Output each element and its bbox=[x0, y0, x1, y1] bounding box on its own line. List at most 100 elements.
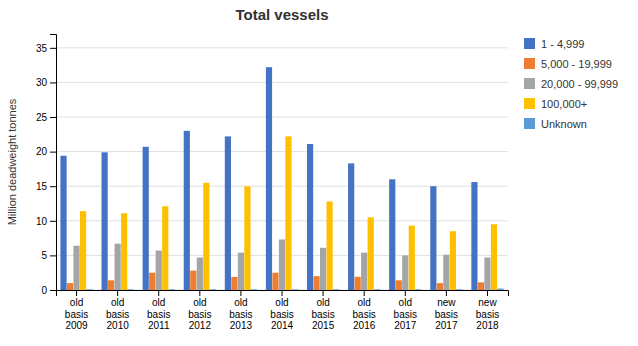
x-tick-mark bbox=[323, 290, 324, 296]
bar bbox=[389, 179, 395, 290]
bar bbox=[128, 289, 134, 290]
bar bbox=[67, 283, 73, 290]
bar bbox=[102, 152, 108, 290]
x-tick-label-line: 2015 bbox=[312, 320, 335, 331]
x-tick-label-line: old bbox=[193, 297, 206, 308]
bar bbox=[169, 289, 175, 290]
bar bbox=[115, 244, 121, 290]
bar bbox=[443, 255, 449, 290]
y-tick-mark bbox=[50, 290, 56, 291]
legend-item: 5,000 - 19,999 bbox=[524, 58, 612, 70]
x-tick-mark bbox=[487, 290, 488, 296]
x-tick-label: oldbasis2010 bbox=[106, 297, 129, 331]
y-tick: 30 bbox=[36, 77, 56, 88]
x-tick-label-line: basis bbox=[147, 309, 170, 320]
bar bbox=[327, 201, 333, 290]
x-tick-mark bbox=[446, 290, 447, 296]
series bbox=[80, 136, 497, 290]
x-tick: oldbasis2017 bbox=[394, 290, 417, 331]
legend-swatch bbox=[524, 78, 535, 89]
x-tick: oldbasis2010 bbox=[106, 290, 129, 331]
x-tick-label-line: 2009 bbox=[65, 320, 88, 331]
y-axis-line bbox=[50, 35, 57, 291]
bar bbox=[86, 289, 92, 290]
bar bbox=[402, 255, 408, 290]
x-tick: oldbasis2009 bbox=[65, 290, 88, 331]
series bbox=[73, 239, 490, 290]
series bbox=[60, 67, 477, 290]
x-tick-label-line: 2010 bbox=[107, 320, 130, 331]
y-tick: 25 bbox=[36, 112, 56, 123]
x-tick-label-line: old bbox=[358, 297, 371, 308]
legend-item: Unknown bbox=[524, 118, 587, 130]
y-axis: 05101520253035 bbox=[36, 35, 57, 296]
y-tick-mark bbox=[50, 48, 56, 49]
x-tick-label-line: new bbox=[437, 297, 456, 308]
x-tick-label-line: old bbox=[152, 297, 165, 308]
bar bbox=[143, 147, 149, 290]
bar bbox=[272, 273, 278, 290]
bar bbox=[162, 206, 168, 290]
bar bbox=[231, 277, 237, 290]
x-tick-label-line: basis bbox=[394, 309, 417, 320]
bar bbox=[368, 217, 374, 290]
x-tick-label-line: 2012 bbox=[189, 320, 212, 331]
y-tick: 10 bbox=[36, 216, 56, 227]
x-tick-label-line: new bbox=[478, 297, 497, 308]
bar bbox=[60, 156, 66, 290]
bar bbox=[415, 289, 421, 290]
x-tick: oldbasis2011 bbox=[147, 290, 170, 331]
bar bbox=[348, 163, 354, 290]
x-tick-label-line: basis bbox=[65, 309, 88, 320]
title: Total vessels bbox=[235, 6, 328, 23]
x-tick-label: oldbasis2011 bbox=[147, 297, 170, 331]
x-tick-label-line: basis bbox=[106, 309, 129, 320]
x-tick-mark bbox=[364, 290, 365, 296]
x-tick: newbasis2018 bbox=[476, 290, 499, 331]
legend-swatch bbox=[524, 118, 535, 129]
x-tick-label: oldbasis2016 bbox=[353, 297, 376, 331]
bar bbox=[471, 182, 477, 290]
y-tick-label: 0 bbox=[41, 285, 47, 296]
bar bbox=[361, 253, 367, 290]
legend-swatch bbox=[524, 38, 535, 49]
bars bbox=[60, 67, 503, 290]
bar bbox=[73, 246, 79, 290]
bar bbox=[251, 289, 257, 290]
bar bbox=[197, 257, 203, 290]
y-tick: 0 bbox=[41, 285, 56, 296]
x-tick-label-line: old bbox=[316, 297, 329, 308]
bar bbox=[244, 186, 250, 290]
x-tick-label-line: 2011 bbox=[148, 320, 170, 331]
x-tick: oldbasis2016 bbox=[353, 290, 376, 331]
legend-label: 1 - 4,999 bbox=[541, 38, 584, 50]
legend-swatch bbox=[524, 98, 535, 109]
bar bbox=[149, 273, 155, 290]
x-tick-label: oldbasis2009 bbox=[65, 297, 88, 331]
x-tick-label-line: old bbox=[111, 297, 124, 308]
legend-item: 20,000 - 99,999 bbox=[524, 78, 618, 90]
legend-label: Unknown bbox=[541, 118, 587, 130]
x-tick-label: newbasis2018 bbox=[476, 297, 499, 331]
bar bbox=[121, 213, 127, 290]
y-tick-mark bbox=[50, 186, 56, 187]
x-tick: oldbasis2013 bbox=[229, 290, 252, 331]
y-tick-label: 30 bbox=[36, 77, 48, 88]
legend-label: 5,000 - 19,999 bbox=[541, 58, 612, 70]
y-tick-label: 15 bbox=[36, 181, 48, 192]
y-axis-title: Million deadweight tonnes bbox=[6, 98, 18, 225]
bar bbox=[156, 251, 162, 290]
bar bbox=[190, 271, 196, 290]
x-tick-label: oldbasis2012 bbox=[188, 297, 211, 331]
bar bbox=[409, 226, 415, 290]
y-tick-label: 20 bbox=[36, 146, 48, 157]
bar bbox=[396, 280, 402, 290]
bar bbox=[80, 211, 86, 290]
x-tick-mark bbox=[405, 290, 406, 296]
bar bbox=[437, 283, 443, 290]
y-tick-mark bbox=[50, 117, 56, 118]
y-tick-label: 25 bbox=[36, 112, 48, 123]
grid-line bbox=[56, 47, 508, 48]
bar bbox=[333, 289, 339, 290]
bar bbox=[203, 183, 209, 290]
